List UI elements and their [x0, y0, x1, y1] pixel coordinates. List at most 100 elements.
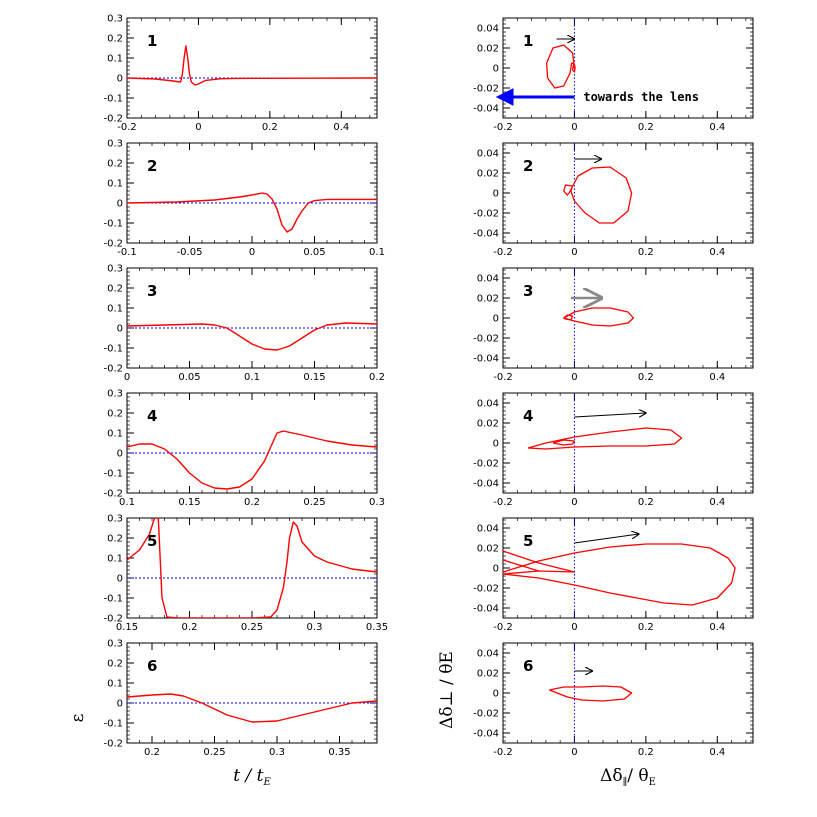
right-frame-4	[502, 392, 754, 494]
right-ytick-label: -0.02	[473, 84, 499, 95]
right-xtick-label: 0	[571, 622, 577, 633]
right-xtick-label: -0.2	[493, 497, 513, 508]
right-panel-6: -0.2 0 0.2 0.4 -0.04 -0.02 0 0.02 0.04 6	[473, 642, 754, 758]
right-panel-number: 4	[523, 407, 533, 425]
right-xtick-label: 0.4	[709, 747, 725, 758]
right-panel-2: -0.2 0 0.2 0.4 -0.04 -0.02 0 0.02 0.04 2	[473, 142, 754, 258]
epsilon-curve	[127, 192, 377, 233]
right-xtick-label: 0	[571, 372, 577, 383]
left-xtick-label: 0.2	[144, 747, 160, 758]
right-frame-6	[502, 642, 754, 744]
left-frame-6	[126, 642, 378, 744]
trajectory-curve	[503, 559, 539, 572]
right-panel-number: 5	[523, 532, 533, 550]
right-xtick-label: -0.2	[493, 372, 513, 383]
left-ytick-label: 0.2	[107, 534, 123, 545]
left-ytick-label: 0.3	[107, 264, 123, 275]
left-xtick-label: 0.05	[303, 247, 325, 258]
left-ytick-label: 0	[117, 199, 123, 210]
right-ytick-label: 0	[493, 564, 499, 575]
right-ytick-label: -0.04	[473, 354, 499, 365]
right-ytick-label: 0	[493, 314, 499, 325]
left-panel-1: -0.2 0 0.2 0.4 -0.2 -0.1 0 0.1 0.2 0.3 1	[103, 14, 378, 133]
left-xtick-label: 0.1	[244, 372, 260, 383]
right-ytick-label: 0.02	[477, 169, 499, 180]
left-xtick-label: 0.25	[303, 497, 325, 508]
epsilon-curve	[127, 430, 377, 490]
left-frame-2	[126, 142, 378, 244]
left-xtick-label: -0.05	[177, 247, 203, 258]
right-ytick-label: -0.04	[473, 604, 499, 615]
right-ytick-label: 0.02	[477, 669, 499, 680]
left-ytick-label: 0	[117, 699, 123, 710]
left-xtick-label: 0	[195, 122, 201, 133]
right-ytick-label: 0.04	[477, 149, 499, 160]
right-ytick-label: 0.02	[477, 419, 499, 430]
left-ytick-label: -0.1	[103, 719, 123, 730]
left-xtick-label: 0.3	[369, 497, 385, 508]
right-ytick-label: 0	[493, 689, 499, 700]
left-ytick-label: -0.2	[103, 114, 123, 125]
left-frame-1	[126, 17, 378, 119]
left-xtick-label: 0.15	[116, 622, 138, 633]
right-xtick-label: 0	[571, 122, 577, 133]
left-panel-number: 5	[147, 532, 157, 550]
right-ytick-label: -0.02	[473, 459, 499, 470]
right-xtick-label: -0.2	[493, 747, 513, 758]
left-xtick-label: 0.15	[178, 497, 200, 508]
right-ytick-label: -0.02	[473, 209, 499, 220]
left-panel-6: 0.2 0.25 0.3 0.35 -0.2 -0.1 0 0.1 0.2 0.3 6	[103, 639, 378, 758]
right-ytick-label: -0.02	[473, 709, 499, 720]
left-ytick-label: -0.1	[103, 219, 123, 230]
right-ytick-label: -0.04	[473, 479, 499, 490]
left-panel-3: 0 0.05 0.1 0.15 0.2 -0.2 -0.1 0 0.1 0.2 0.3 3	[103, 264, 384, 384]
right-xtick-label: 0.4	[709, 497, 725, 508]
left-xtick-label: 0.25	[203, 747, 225, 758]
trajectory-curve	[563, 166, 633, 224]
trajectory-curve	[552, 439, 576, 446]
left-panel-number: 6	[147, 657, 157, 675]
right-xlabel: Δδ∥/ θE	[600, 766, 656, 788]
right-xtick-label: 0.2	[638, 622, 654, 633]
left-ytick-label: 0	[117, 449, 123, 460]
left-ytick-label: -0.1	[103, 344, 123, 355]
right-ytick-label: 0.04	[477, 649, 499, 660]
left-ytick-label: -0.1	[103, 594, 123, 605]
right-ytick-label: 0.02	[477, 294, 499, 305]
left-xtick-label: 0.2	[369, 372, 385, 383]
left-ytick-label: 0.1	[107, 554, 123, 565]
left-ytick-label: 0.1	[107, 429, 123, 440]
right-panel-1: -0.2 0 0.2 0.4 -0.04 -0.02 0 0.02 0.04 1	[473, 17, 754, 133]
right-panel-number: 6	[523, 657, 533, 675]
left-ytick-label: -0.2	[103, 364, 123, 375]
left-panel-2: -0.1 -0.05 0 0.05 0.1-0.2-0.100.10.20.32	[103, 139, 384, 259]
right-ytick-label: -0.02	[473, 584, 499, 595]
left-ytick-label: -0.1	[103, 94, 123, 105]
right-xlabel-main: Δδ	[600, 766, 623, 786]
epsilon-curve	[127, 693, 377, 723]
right-xtick-label: 0.4	[709, 622, 725, 633]
left-xlabel-main: t / t	[233, 766, 263, 786]
left-xtick-label: 0.3	[307, 622, 323, 633]
right-ytick-label: -0.04	[473, 229, 499, 240]
right-panel-number: 1	[523, 32, 533, 50]
left-xtick-label: 0.25	[241, 622, 263, 633]
left-ytick-label: 0.1	[107, 304, 123, 315]
right-ytick-label: 0	[493, 64, 499, 75]
right-xtick-label: 0.4	[709, 372, 725, 383]
right-xtick-label: 0.2	[638, 747, 654, 758]
left-xtick-label: 0.35	[328, 747, 350, 758]
left-xtick-label: 0.05	[178, 372, 200, 383]
right-frame-3	[502, 267, 754, 369]
left-ytick-label: 0.2	[107, 284, 123, 295]
right-panel-number: 3	[523, 282, 533, 300]
trajectory-curve	[503, 543, 736, 606]
left-xtick-label: 0.35	[366, 622, 388, 633]
right-xtick-label: 0	[571, 247, 577, 258]
left-ytick-label: 0.2	[107, 409, 123, 420]
right-ytick-label: 0.04	[477, 24, 499, 35]
left-ytick-label: 0	[117, 324, 123, 335]
epsilon-curve	[127, 322, 377, 351]
right-xtick-label: 0	[571, 497, 577, 508]
left-ytick-label: -0.2	[103, 239, 123, 250]
